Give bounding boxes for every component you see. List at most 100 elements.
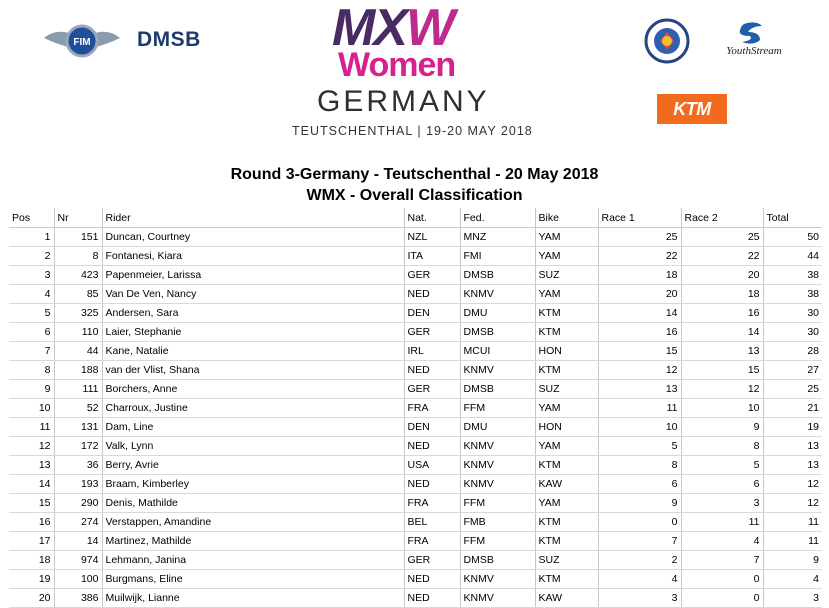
- cell-nat: FRA: [403, 398, 460, 418]
- cell-race1: 2: [597, 550, 681, 570]
- cell-fed: MCUI: [459, 341, 535, 361]
- cell-nr: 36: [53, 455, 102, 475]
- cell-pos: 9: [9, 379, 54, 399]
- mxw-w: W: [406, 0, 455, 57]
- cell-bike: YAM: [534, 436, 598, 456]
- table-row: 8 188 van der Vlist, Shana NED KNMV KTM 12 15 27: [9, 360, 822, 380]
- cell-rider: Berry, Avrie: [101, 455, 404, 475]
- cell-fed: DMU: [459, 417, 535, 437]
- cell-nat: NED: [403, 588, 460, 608]
- cell-rider: Muilwijk, Lianne: [101, 588, 404, 608]
- cell-nr: 14: [53, 531, 102, 551]
- cell-fed: FFM: [459, 531, 535, 551]
- col-header-nat: Nat.: [403, 208, 460, 228]
- table-row: 7 44 Kane, Natalie IRL MCUI HON 15 13 28: [9, 341, 822, 361]
- cell-rider: Dam, Line: [101, 417, 404, 437]
- cell-rider: Braam, Kimberley: [101, 474, 404, 494]
- cell-fed: FFM: [459, 493, 535, 513]
- cell-race1: 20: [597, 284, 681, 304]
- cell-rider: Denis, Mathilde: [101, 493, 404, 513]
- ktm-logo: KTM: [657, 94, 727, 124]
- cell-fed: MNZ: [459, 227, 535, 247]
- cell-nat: GER: [403, 322, 460, 342]
- cell-rider: van der Vlist, Shana: [101, 360, 404, 380]
- table-row: 1 151 Duncan, Courtney NZL MNZ YAM 25 25 50: [9, 227, 822, 247]
- cell-nat: IRL: [403, 341, 460, 361]
- cell-nr: 274: [53, 512, 102, 532]
- cell-nat: DEN: [403, 303, 460, 323]
- cell-rider: Papenmeier, Larissa: [101, 265, 404, 285]
- cell-rider: Andersen, Sara: [101, 303, 404, 323]
- fim-logo: FIM: [42, 22, 122, 62]
- table-row: 9 111 Borchers, Anne GER DMSB SUZ 13 12 25: [9, 379, 822, 399]
- cell-pos: 17: [9, 531, 54, 551]
- cell-total: 19: [762, 417, 822, 437]
- cell-fed: FMI: [459, 246, 535, 266]
- cell-nr: 193: [53, 474, 102, 494]
- cell-bike: KTM: [534, 360, 598, 380]
- cell-race2: 14: [680, 322, 763, 342]
- cell-race1: 5: [597, 436, 681, 456]
- cell-nat: BEL: [403, 512, 460, 532]
- cell-race2: 16: [680, 303, 763, 323]
- cell-fed: KNMV: [459, 455, 535, 475]
- cell-bike: KTM: [534, 303, 598, 323]
- cell-rider: Van De Ven, Nancy: [101, 284, 404, 304]
- cell-nat: NED: [403, 474, 460, 494]
- cell-pos: 3: [9, 265, 54, 285]
- cell-race1: 25: [597, 227, 681, 247]
- cell-total: 30: [762, 303, 822, 323]
- cell-fed: FFM: [459, 398, 535, 418]
- cell-total: 12: [762, 493, 822, 513]
- cell-total: 38: [762, 265, 822, 285]
- cell-race1: 6: [597, 474, 681, 494]
- cell-race1: 3: [597, 588, 681, 608]
- cell-rider: Verstappen, Amandine: [101, 512, 404, 532]
- cell-rider: Valk, Lynn: [101, 436, 404, 456]
- cell-fed: DMSB: [459, 550, 535, 570]
- cell-pos: 11: [9, 417, 54, 437]
- cell-fed: DMSB: [459, 265, 535, 285]
- cell-bike: KTM: [534, 569, 598, 589]
- cell-nat: NED: [403, 360, 460, 380]
- cell-rider: Laier, Stephanie: [101, 322, 404, 342]
- cell-race1: 22: [597, 246, 681, 266]
- cell-pos: 19: [9, 569, 54, 589]
- cell-pos: 1: [9, 227, 54, 247]
- cell-rider: Burgmans, Eline: [101, 569, 404, 589]
- table-body: 1 151 Duncan, Courtney NZL MNZ YAM 25 25 50 2 8 Fon…: [9, 227, 822, 608]
- table-row: 16 274 Verstappen, Amandine BEL FMB KTM 0 11 11: [9, 512, 822, 532]
- classification-table: Pos Nr Rider Nat. Fed. Bike Race 1 Race …: [9, 208, 822, 608]
- cell-rider: Borchers, Anne: [101, 379, 404, 399]
- table-row: 15 290 Denis, Mathilde FRA FFM YAM 9 3 12: [9, 493, 822, 513]
- cell-bike: YAM: [534, 227, 598, 247]
- table-row: 17 14 Martinez, Mathilde FRA FFM KTM 7 4 11: [9, 531, 822, 551]
- cell-total: 44: [762, 246, 822, 266]
- cell-pos: 18: [9, 550, 54, 570]
- cell-bike: YAM: [534, 246, 598, 266]
- cell-nr: 325: [53, 303, 102, 323]
- cell-nat: NED: [403, 284, 460, 304]
- cell-nr: 290: [53, 493, 102, 513]
- cell-total: 25: [762, 379, 822, 399]
- cell-race2: 15: [680, 360, 763, 380]
- country-wordmark: GERMANY: [317, 85, 490, 118]
- cell-race2: 4: [680, 531, 763, 551]
- cell-rider: Kane, Natalie: [101, 341, 404, 361]
- cell-race2: 18: [680, 284, 763, 304]
- table-row: 18 974 Lehmann, Janina GER DMSB SUZ 2 7 9: [9, 550, 822, 570]
- cell-pos: 12: [9, 436, 54, 456]
- cell-race1: 13: [597, 379, 681, 399]
- cell-race2: 6: [680, 474, 763, 494]
- cell-race1: 8: [597, 455, 681, 475]
- cell-bike: KTM: [534, 322, 598, 342]
- cell-nr: 151: [53, 227, 102, 247]
- cell-nr: 52: [53, 398, 102, 418]
- cell-total: 50: [762, 227, 822, 247]
- col-header-race1: Race 1: [597, 208, 681, 228]
- cell-rider: Charroux, Justine: [101, 398, 404, 418]
- cell-race2: 25: [680, 227, 763, 247]
- col-header-race2: Race 2: [680, 208, 763, 228]
- cell-nat: USA: [403, 455, 460, 475]
- cell-nr: 423: [53, 265, 102, 285]
